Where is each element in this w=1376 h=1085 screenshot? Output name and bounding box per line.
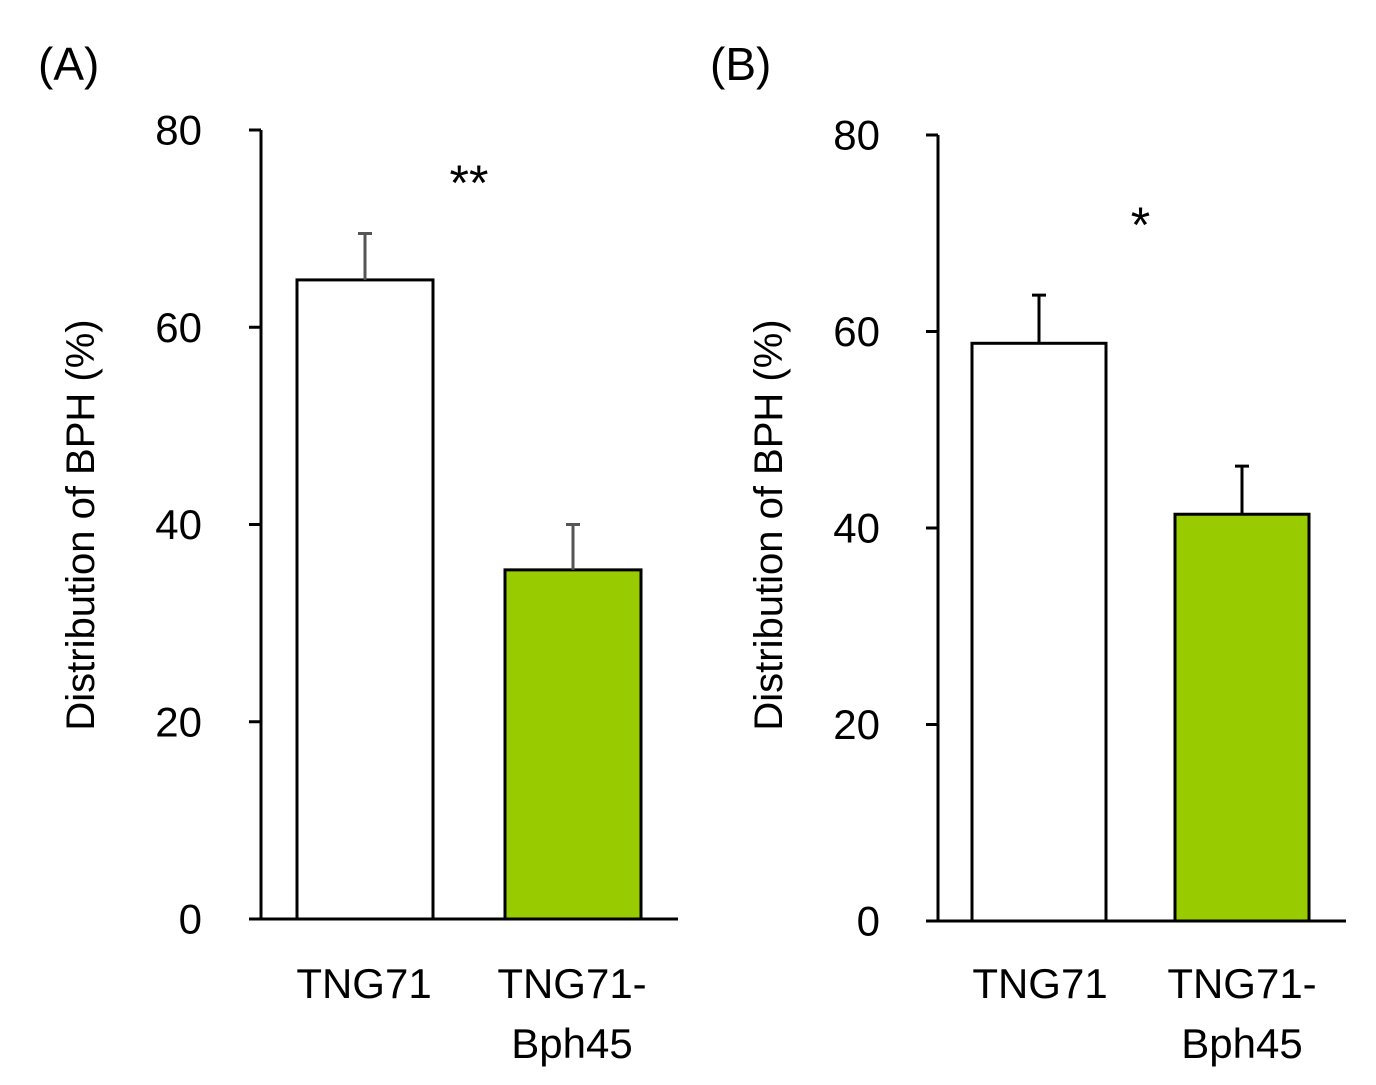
panel-b-category-tng71-bph45-line1: TNG71- (1167, 960, 1316, 1007)
panel-a-y-tick-label-0: 0 (179, 896, 202, 943)
panel-b-category-tng71-bph45-line2: Bph45 (1181, 1020, 1302, 1067)
panel-b-error-bar-tng71 (1032, 293, 1046, 344)
panel-a-category-tng71-bph45-line1: TNG71- (497, 960, 646, 1007)
panel-b-bar-tng71-bph45 (1173, 512, 1311, 923)
panel-b-bars (970, 341, 1311, 923)
panel-b-significance-marker: * (1131, 197, 1150, 253)
panel-a-category-tng71: TNG71 (296, 960, 431, 1007)
panel-a-bars (295, 278, 643, 921)
panel-b-y-tick-label-60: 60 (833, 308, 880, 355)
panel-a-significance-marker: ** (450, 155, 489, 211)
panel-a-bar-tng71 (295, 278, 435, 921)
panel-a-axes (249, 128, 678, 921)
panel-b-y-ticks: 0 20 40 60 80 (833, 112, 880, 945)
panel-b-error-bars (1032, 293, 1249, 515)
panel-b: (B) Distribution of BPH (%) 0 20 40 60 8… (710, 38, 1346, 1067)
panel-a-error-bar-tng71-bph45 (566, 523, 580, 570)
panel-a-y-tick-label-80: 80 (155, 107, 202, 154)
panel-b-y-tick-label-20: 20 (833, 701, 880, 748)
panel-a-error-bars (358, 232, 580, 570)
panel-a-y-tick-label-20: 20 (155, 698, 202, 745)
panel-b-y-tick-label-40: 40 (833, 505, 880, 552)
panel-b-y-axis-label: Distribution of BPH (%) (747, 319, 791, 730)
panel-b-axes (926, 133, 1346, 923)
panel-b-y-tick-label-0: 0 (857, 898, 880, 945)
panel-a-error-bar-tng71 (358, 232, 372, 280)
panel-b-error-bar-tng71-bph45 (1235, 464, 1249, 515)
panel-a-y-tick-label-40: 40 (155, 501, 202, 548)
panel-a-y-axis-label: Distribution of BPH (%) (59, 319, 103, 730)
panel-b-y-tick-label-80: 80 (833, 112, 880, 159)
panel-b-category-tng71: TNG71 (972, 960, 1107, 1007)
panel-a-label: (A) (38, 38, 99, 90)
panel-b-bar-tng71 (970, 341, 1108, 923)
panel-a-bar-tng71-bph45 (503, 568, 643, 921)
panel-a-y-ticks: 0 20 40 60 80 (155, 107, 202, 943)
panel-a: (A) Distribution of BPH (%) 0 20 40 60 8… (38, 38, 678, 1067)
panel-a-category-tng71-bph45-line2: Bph45 (511, 1020, 632, 1067)
panel-b-label: (B) (710, 38, 771, 90)
panel-a-y-tick-label-60: 60 (155, 304, 202, 351)
